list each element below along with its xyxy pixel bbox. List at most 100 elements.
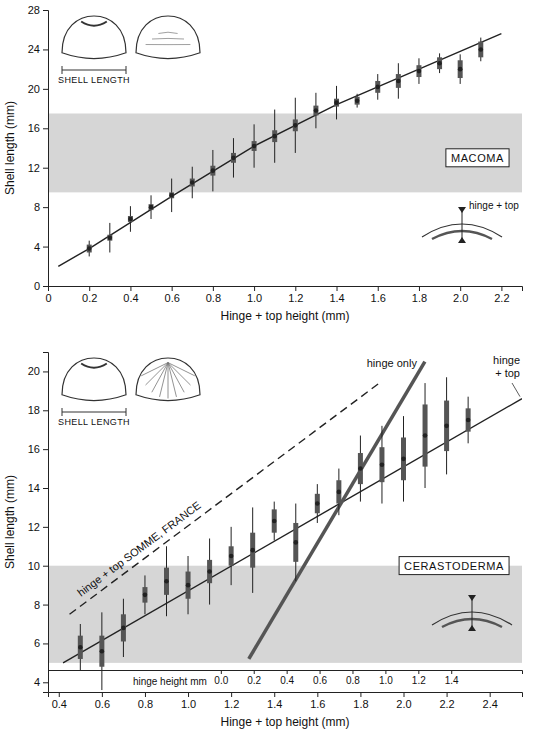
- tick-label: 8: [34, 599, 40, 611]
- mean-point: [458, 67, 463, 72]
- tick-label: 2.0: [396, 698, 411, 710]
- tick-mark: [385, 670, 386, 674]
- sd-bar: [250, 533, 255, 568]
- mean-point: [375, 85, 380, 90]
- shell-exterior: [136, 358, 200, 401]
- tick: 2.4: [483, 692, 498, 710]
- sd-bar: [99, 636, 104, 667]
- sd-bar: [252, 141, 257, 151]
- tick: 0.4: [280, 670, 294, 686]
- axis-title: Hinge + top height (mm): [220, 715, 349, 729]
- mean-point: [108, 235, 113, 240]
- tick-mark: [43, 410, 48, 411]
- sd-bar: [231, 153, 236, 163]
- tick: 1.4: [329, 286, 344, 304]
- sd-bar: [272, 130, 277, 142]
- axis-title: Shell length (mm): [3, 475, 17, 569]
- tick-mark: [43, 371, 48, 372]
- tick: 0.4: [52, 692, 67, 710]
- tick-mark: [460, 286, 461, 291]
- sd-bar: [458, 60, 463, 78]
- tick: 0.6: [95, 692, 110, 710]
- tick: 1.6: [310, 692, 325, 710]
- tick: 0.2: [247, 670, 261, 686]
- mean-point: [444, 424, 449, 429]
- tick: 24: [28, 43, 48, 55]
- tick-label: 2.4: [483, 698, 498, 710]
- tick-label: 0.8: [206, 292, 221, 304]
- tick: 1.0: [247, 286, 262, 304]
- y-axis-line: [43, 353, 49, 693]
- mean-point: [401, 457, 406, 462]
- tick: 1.6: [371, 286, 386, 304]
- tick: 1.2: [224, 692, 239, 710]
- tick: 0: [34, 280, 48, 292]
- tick-mark: [317, 692, 318, 697]
- tick-mark: [43, 168, 48, 169]
- tick-mark: [501, 286, 502, 291]
- tick-mark: [43, 207, 48, 208]
- tick: 2.2: [494, 286, 509, 304]
- tick: 1.0: [379, 670, 393, 686]
- sd-bar: [396, 74, 401, 88]
- mean-point: [358, 466, 363, 471]
- axis-title: Hinge + top height (mm): [220, 309, 349, 323]
- mean-point: [190, 180, 195, 185]
- sd-bar: [149, 204, 154, 210]
- x2-axis: 0.00.20.40.60.81.01.21.4: [49, 670, 523, 686]
- tick-mark: [352, 670, 353, 674]
- tick-mark: [43, 488, 48, 489]
- sd-bar: [379, 447, 384, 482]
- mean-point: [229, 554, 234, 559]
- x-axis-line: [49, 693, 523, 698]
- tick-label: 2.2: [439, 698, 454, 710]
- sd-bar: [336, 480, 341, 503]
- tick-label: 1.4: [267, 698, 282, 710]
- tick-label: 8: [34, 201, 40, 213]
- sd-bar: [186, 572, 191, 599]
- tick: 0.8: [138, 692, 153, 710]
- hinge-sketch: [432, 595, 512, 631]
- dimension-end: [62, 408, 63, 416]
- title-group: MACOMA: [446, 149, 509, 167]
- shell-interior: [62, 16, 126, 59]
- tick: 1.2: [288, 286, 303, 304]
- tick-label: 0.4: [280, 675, 294, 686]
- tick-label: 20: [28, 365, 40, 377]
- tick: 1.8: [353, 692, 368, 710]
- mean-point: [293, 540, 298, 545]
- mean-point: [169, 193, 174, 198]
- x-axis: 00.20.40.60.81.01.21.41.61.82.02.2: [45, 286, 522, 304]
- sd-bar: [169, 192, 174, 198]
- tick-mark: [43, 566, 48, 567]
- tick-label: 20: [28, 83, 40, 95]
- sd-bar: [293, 119, 298, 131]
- tick-label: 4: [34, 241, 40, 253]
- dimension-end: [126, 408, 127, 416]
- mean-point: [396, 79, 401, 84]
- tick: 4: [34, 241, 48, 253]
- mean-point: [478, 47, 483, 52]
- tick-mark: [43, 643, 48, 644]
- sd-bar: [423, 404, 428, 466]
- annotation: SHELL LENGTH: [58, 417, 130, 427]
- hinge-sketch: [422, 207, 502, 243]
- plot-area: [48, 362, 522, 690]
- tick-mark: [145, 692, 146, 697]
- shell-interior: [62, 358, 126, 401]
- chart: 0.40.60.81.01.21.41.61.82.02.22.44681012…: [3, 353, 523, 730]
- mean-point: [272, 134, 277, 139]
- tick: 4: [34, 676, 48, 688]
- mean-point: [337, 490, 342, 495]
- mean-point: [211, 168, 216, 173]
- x2-axis-line: [49, 671, 523, 675]
- tick-mark: [404, 692, 405, 697]
- fit-line: [249, 362, 425, 659]
- mean-point: [87, 246, 92, 251]
- tick-mark: [213, 286, 214, 291]
- tick-label: 6: [34, 637, 40, 649]
- tick: 20: [28, 83, 48, 95]
- mean-point: [143, 593, 148, 598]
- tick: 1.0: [181, 692, 196, 710]
- mean-point: [207, 569, 212, 574]
